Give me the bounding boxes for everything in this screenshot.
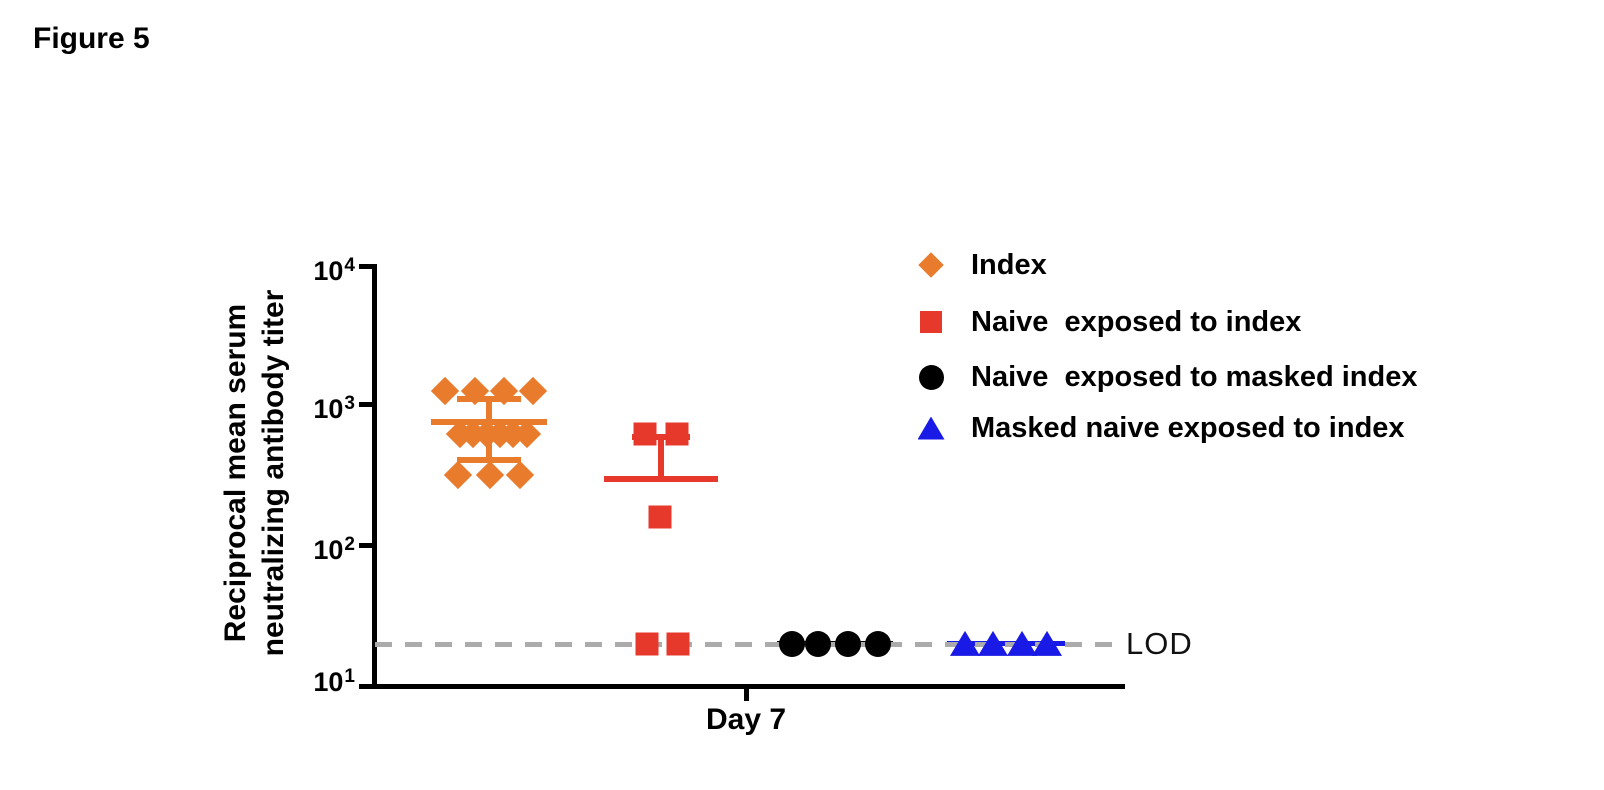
mean-line <box>604 476 718 483</box>
error-cap-bottom <box>457 457 521 464</box>
y-tick-10e1 <box>359 684 373 689</box>
y-tick-label-10e1: 101 <box>313 666 355 697</box>
data-point-square <box>635 632 659 656</box>
lod-label: LOD <box>1126 626 1193 661</box>
legend-item-naive-exposed-to-masked-index: Naive exposed to masked index <box>916 360 1417 394</box>
y-axis-title: Reciprocal mean serum neutralizing antib… <box>219 289 290 657</box>
legend-label: Index <box>971 248 1047 281</box>
data-point-square <box>666 632 690 656</box>
y-axis-spine <box>372 264 377 689</box>
naive-masked-circle-icon <box>918 364 944 390</box>
data-point-diamond <box>430 376 460 406</box>
error-bar <box>658 437 664 480</box>
lod-dashed-line <box>375 641 1120 647</box>
index-diamond-icon <box>918 252 944 278</box>
data-point-circle <box>865 630 891 657</box>
data-point-diamond <box>475 461 505 490</box>
legend-item-masked-naive-exposed-to-index: Masked naive exposed to index <box>916 411 1405 445</box>
legend-item-naive-exposed-to-index: Naive exposed to index <box>916 305 1301 339</box>
y-tick-label-10e2: 102 <box>313 534 355 565</box>
y-tick-label-10e4: 104 <box>313 255 355 286</box>
data-point-circle <box>779 630 805 657</box>
legend-label: Masked naive exposed to index <box>971 411 1405 444</box>
naive-exposed-square-icon <box>920 311 942 333</box>
data-point-diamond <box>443 461 473 490</box>
error-cap-top <box>457 396 521 403</box>
data-point-circle <box>805 630 831 657</box>
y-tick-10e4 <box>359 264 373 269</box>
masked-naive-triangle-icon <box>917 416 945 440</box>
data-point-square <box>633 422 657 446</box>
y-tick-10e2 <box>359 543 373 548</box>
y-tick-label-10e3: 103 <box>313 393 355 424</box>
data-point-square <box>665 422 689 446</box>
x-axis-spine <box>372 684 1125 689</box>
data-point-square <box>648 505 672 529</box>
y-tick-10e3 <box>359 402 373 407</box>
x-axis-title: Day 7 <box>705 703 787 736</box>
legend-label: Naive exposed to index <box>971 305 1302 338</box>
legend-label: Naive exposed to masked index <box>971 360 1418 393</box>
figure-title: Figure 5 <box>33 22 150 55</box>
legend-item-index: Index <box>916 248 1047 282</box>
error-cap-top <box>632 434 690 441</box>
data-point-circle <box>835 630 861 657</box>
x-tick-day7 <box>744 688 749 701</box>
data-point-diamond <box>518 376 548 406</box>
data-point-diamond <box>505 461 535 490</box>
